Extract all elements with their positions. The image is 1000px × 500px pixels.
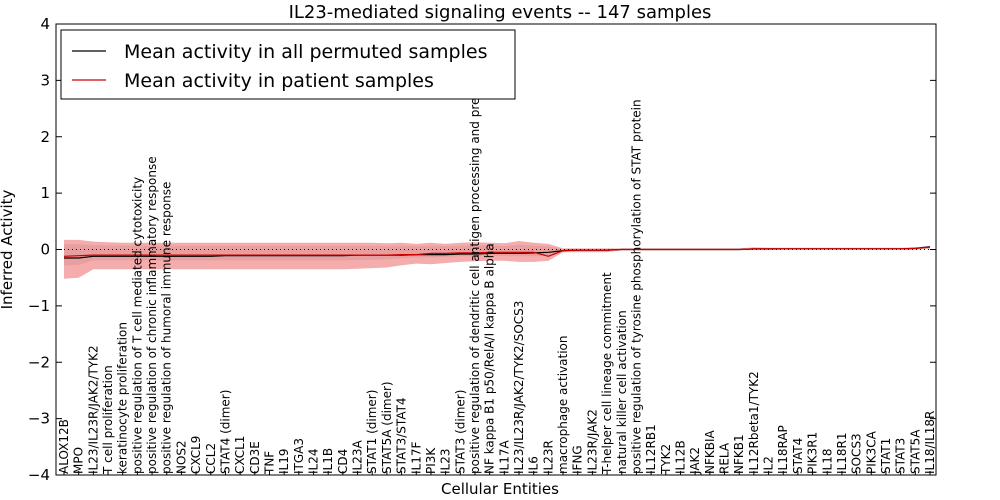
x-tick-label: T cell proliferation: [101, 365, 115, 475]
x-tick-label: PIK3R1: [806, 432, 820, 474]
x-tick-label: STAT5A (dimer): [380, 381, 394, 474]
x-tick-label: IL12Rbeta1/TYK2: [747, 371, 761, 474]
x-tick-label: CCL2: [204, 443, 218, 474]
x-tick-label: positive regulation of T cell mediated c…: [130, 177, 144, 474]
x-tick-label: STAT3/STAT4: [395, 397, 409, 474]
y-tick-label: −4: [28, 466, 50, 484]
x-tick-label: IL6: [527, 456, 541, 474]
x-tick-label: ITGA3: [292, 438, 306, 474]
x-tick-label: STAT3: [894, 438, 908, 474]
y-tick-label: −2: [28, 353, 50, 371]
legend-label-permuted: Mean activity in all permuted samples: [124, 41, 487, 63]
x-tick-label: IL1B: [321, 448, 335, 474]
legend-label-patient: Mean activity in patient samples: [124, 70, 434, 92]
x-tick-label: NF kappa B1 p50/RelA/I kappa B alpha: [483, 243, 497, 474]
x-tick-label: IFNG: [571, 445, 585, 474]
x-tick-label: IL23R: [541, 440, 555, 474]
y-tick-label: 3: [40, 71, 50, 89]
x-tick-label: NFKB1: [732, 434, 746, 474]
x-tick-label: PIK3CA: [864, 430, 878, 474]
x-tick-label: IL18R1: [835, 433, 849, 474]
x-tick-label: CXCL9: [189, 436, 203, 474]
y-tick-label: 1: [40, 184, 50, 202]
x-tick-label: SOCS3: [850, 433, 864, 474]
x-tick-label: IL23: [439, 449, 453, 475]
x-tick-label: T-helper cell lineage commitment: [600, 272, 614, 475]
x-tick-label: IL23/IL23R/JAK2/TYK2/SOCS3: [512, 301, 526, 474]
y-tick-label: −1: [28, 297, 50, 315]
x-tick-label: STAT3 (dimer): [453, 390, 467, 474]
x-tick-label: IL19: [277, 449, 291, 475]
x-tick-label: MPO: [72, 447, 86, 474]
x-tick-label: STAT4: [791, 438, 805, 474]
x-tick-label: IL17F: [409, 442, 423, 474]
x-tick-label: IL12RB1: [644, 424, 658, 474]
x-tick-label: STAT1: [879, 438, 893, 474]
x-tick-label: natural killer cell activation: [615, 310, 629, 474]
x-tick-label: ALOX12B: [57, 419, 71, 474]
x-tick-label: STAT5A: [908, 429, 922, 474]
x-tick-label: IL12B: [674, 440, 688, 474]
x-tick-label: IL18: [820, 449, 834, 475]
chart-title: IL23-mediated signaling events -- 147 sa…: [289, 2, 712, 23]
x-tick-label: NFKBIA: [703, 429, 717, 474]
x-tick-label: IL2: [762, 456, 776, 474]
series-line-patient: [63, 246, 931, 257]
x-tick-label: positive regulation of tyrosine phosphor…: [629, 99, 643, 474]
x-tick-label: keratinocyte proliferation: [116, 322, 130, 474]
x-tick-label: NOS2: [174, 440, 188, 474]
x-tick-label: IL18RAP: [776, 425, 790, 474]
x-tick-label: CD4: [336, 449, 350, 474]
x-tick-label: IL24: [307, 449, 321, 475]
y-tick-label: −3: [28, 410, 50, 428]
x-tick-label: positive regulation of humoral immune re…: [160, 182, 174, 474]
x-tick-label: STAT1 (dimer): [365, 390, 379, 474]
x-tick-label: IL23R/JAK2: [585, 409, 599, 474]
x-tick-label: macrophage activation: [556, 336, 570, 474]
x-tick-label: RELA: [718, 442, 732, 474]
y-axis-title: Inferred Activity: [0, 189, 16, 309]
x-tick-label: TNF: [263, 451, 277, 475]
x-tick-label: IL18/IL18R: [923, 411, 937, 474]
x-tick-label: IL23A: [351, 440, 365, 474]
y-tick-label: 4: [40, 15, 50, 33]
x-tick-label: PI3K: [424, 447, 438, 474]
x-axis-title: Cellular Entities: [441, 480, 559, 498]
x-tick-label: CD3E: [248, 441, 262, 474]
x-tick-label: STAT4 (dimer): [219, 390, 233, 474]
x-tick-label: IL23/IL23R/JAK2/TYK2: [86, 345, 100, 474]
x-tick-label: positive regulation of chronic inflammat…: [145, 156, 159, 474]
x-tick-label: IL17A: [497, 440, 511, 474]
x-tick-label: TYK2: [659, 444, 673, 475]
y-tick-label: 0: [40, 241, 50, 259]
x-tick-label: JAK2: [688, 447, 702, 475]
x-tick-label: positive regulation of dendritic cell an…: [468, 41, 482, 474]
x-tick-label: CXCL1: [233, 436, 247, 474]
y-tick-label: 2: [40, 128, 50, 146]
legend-box: [60, 29, 516, 100]
